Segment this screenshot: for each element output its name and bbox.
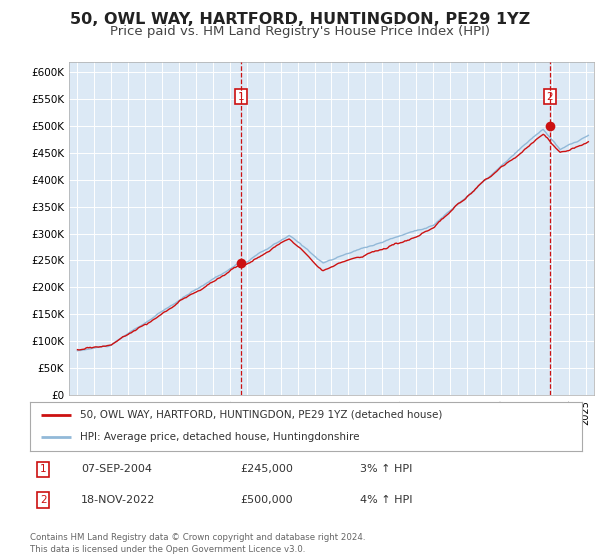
Text: HPI: Average price, detached house, Huntingdonshire: HPI: Average price, detached house, Hunt… bbox=[80, 432, 359, 442]
Text: 07-SEP-2004: 07-SEP-2004 bbox=[81, 464, 152, 474]
Text: 3% ↑ HPI: 3% ↑ HPI bbox=[360, 464, 412, 474]
Text: 2: 2 bbox=[40, 495, 47, 505]
Text: 50, OWL WAY, HARTFORD, HUNTINGDON, PE29 1YZ: 50, OWL WAY, HARTFORD, HUNTINGDON, PE29 … bbox=[70, 12, 530, 27]
Text: 50, OWL WAY, HARTFORD, HUNTINGDON, PE29 1YZ (detached house): 50, OWL WAY, HARTFORD, HUNTINGDON, PE29 … bbox=[80, 410, 442, 420]
Text: £245,000: £245,000 bbox=[240, 464, 293, 474]
Text: 4% ↑ HPI: 4% ↑ HPI bbox=[360, 495, 413, 505]
Text: Contains HM Land Registry data © Crown copyright and database right 2024.
This d: Contains HM Land Registry data © Crown c… bbox=[30, 533, 365, 554]
Text: 1: 1 bbox=[238, 92, 245, 101]
Text: 18-NOV-2022: 18-NOV-2022 bbox=[81, 495, 155, 505]
Text: £500,000: £500,000 bbox=[240, 495, 293, 505]
Text: 1: 1 bbox=[40, 464, 47, 474]
Text: Price paid vs. HM Land Registry's House Price Index (HPI): Price paid vs. HM Land Registry's House … bbox=[110, 25, 490, 38]
Text: 2: 2 bbox=[547, 92, 553, 101]
